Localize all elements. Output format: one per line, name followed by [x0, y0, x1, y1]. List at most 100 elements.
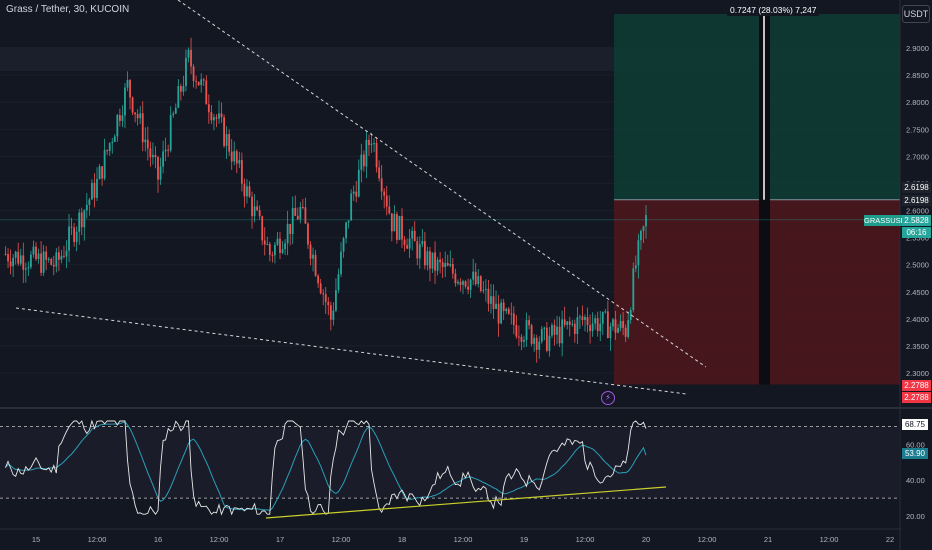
price-tick-label: 2.8000 — [906, 98, 929, 107]
candle-body — [632, 268, 635, 310]
candle-body — [609, 326, 612, 339]
candle-body — [144, 139, 147, 143]
candle-body — [502, 302, 505, 312]
candle-body — [408, 238, 411, 249]
candle-body — [640, 230, 642, 241]
candle-body — [581, 316, 584, 321]
candle-body — [523, 339, 525, 342]
candle-body — [319, 283, 322, 294]
candle-body — [507, 308, 510, 314]
candle-body — [154, 154, 157, 158]
candle-body — [243, 183, 246, 197]
candle-body — [299, 206, 302, 220]
candle-body — [24, 268, 27, 270]
candle-body — [200, 79, 203, 86]
price-tick-label: 2.4500 — [906, 288, 929, 297]
candle-body — [118, 115, 121, 121]
candle-body — [55, 252, 58, 267]
price-tick-label: 2.3500 — [906, 342, 929, 351]
candle-body — [439, 259, 442, 263]
symbol-title[interactable]: Grass / Tether, 30, KUCOIN — [6, 4, 130, 15]
candle-body — [472, 271, 475, 280]
candle-body — [484, 288, 487, 290]
rsi-ma-line — [5, 421, 647, 511]
price-tick-label: 2.7500 — [906, 125, 929, 134]
lightning-icon[interactable]: ⚡ — [601, 391, 615, 405]
candle-body — [37, 253, 40, 260]
candle-body — [317, 275, 320, 284]
candle-body — [210, 112, 213, 121]
candle-body — [563, 319, 566, 325]
candle-body — [274, 244, 276, 256]
candle-body — [85, 204, 88, 211]
candle-body — [416, 241, 419, 259]
candle-body — [157, 157, 159, 180]
time-tick-label: 12:00 — [820, 535, 839, 544]
target-price-tag-2: 2.6198 — [902, 195, 931, 206]
candle-body — [235, 151, 238, 164]
last-price-tag: 2.5828 — [902, 215, 931, 226]
candle-body — [512, 313, 515, 326]
candle-body — [261, 216, 264, 241]
candle-body — [96, 179, 98, 198]
candle-body — [223, 117, 225, 146]
candle-body — [487, 288, 490, 304]
candle-body — [78, 212, 81, 232]
candle-body — [279, 238, 281, 253]
candle-body — [548, 335, 551, 351]
candle-body — [545, 327, 548, 351]
candle-body — [268, 243, 271, 255]
candle-body — [627, 320, 630, 337]
rsi-tick-label: 40.00 — [906, 476, 925, 485]
candle-body — [360, 154, 363, 170]
candle-body — [103, 150, 106, 179]
candle-body — [423, 241, 426, 266]
candle-body — [65, 250, 68, 257]
candle-body — [220, 113, 223, 118]
candle-body — [139, 113, 142, 119]
candle-body — [518, 336, 520, 338]
candle-body — [159, 166, 162, 180]
candle-body — [17, 251, 20, 264]
candle-body — [113, 136, 116, 142]
candle-body — [68, 226, 70, 251]
candle-body — [431, 252, 434, 269]
candle-body — [256, 206, 259, 211]
candle-body — [4, 253, 7, 255]
candle-body — [131, 97, 134, 113]
candle-body — [426, 251, 429, 266]
candle-body — [352, 191, 355, 194]
candle-body — [454, 273, 457, 284]
candle-body — [566, 321, 569, 325]
candle-body — [253, 206, 256, 217]
candle-body — [12, 257, 15, 267]
candle-body — [47, 258, 50, 260]
candle-body — [528, 320, 530, 326]
price-tick-label: 2.5000 — [906, 261, 929, 270]
candle-body — [538, 341, 541, 350]
candle-body — [50, 258, 53, 265]
candle-body — [75, 231, 78, 243]
candle-body — [121, 115, 124, 121]
candle-body — [207, 104, 210, 113]
candle-body — [213, 117, 215, 121]
candle-body — [629, 309, 632, 321]
candle-body — [32, 246, 35, 255]
candle-body — [606, 311, 609, 339]
currency-button[interactable]: USDT — [902, 5, 930, 23]
stop-price-tag: 2.2788 — [902, 380, 931, 391]
candle-body — [492, 296, 495, 309]
rsi-value-tag: 68.75 — [902, 419, 928, 430]
candle-body — [152, 154, 154, 158]
candle-body — [393, 214, 396, 232]
candle-body — [174, 107, 177, 114]
candle-body — [225, 134, 228, 146]
price-tick-label: 2.8500 — [906, 71, 929, 80]
rsi-tick-label: 20.00 — [906, 512, 925, 521]
candle-body — [380, 178, 383, 192]
candle-body — [495, 303, 497, 309]
candle-body — [459, 281, 462, 285]
target-price-tag: 2.6198 — [902, 182, 931, 193]
candle-body — [258, 210, 261, 217]
